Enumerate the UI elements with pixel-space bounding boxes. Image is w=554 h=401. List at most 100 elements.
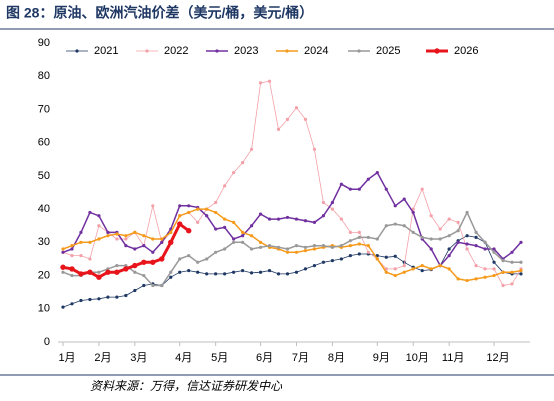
data-point [456,220,460,224]
data-point [438,227,442,231]
data-point [61,270,65,274]
data-point [133,247,137,251]
data-point [384,270,388,274]
data-point [519,240,523,244]
x-tick-label: 2月 [94,352,111,364]
data-point [474,277,478,281]
data-point [285,117,290,122]
data-point [519,268,523,273]
data-point [357,230,361,234]
data-point [357,252,361,256]
data-point [124,234,128,238]
data-point [375,237,379,241]
data-point [357,235,361,239]
data-point [312,147,317,151]
data-point [411,210,415,215]
data-point [510,250,514,254]
data-point [115,237,119,241]
y-tick-label: 50 [38,170,50,182]
data-point [420,187,424,191]
x-tick-label: 3月 [130,352,147,364]
data-point [510,260,514,264]
legend-label: 2026 [454,45,478,57]
data-point [384,187,388,191]
data-point [267,268,272,273]
data-point [232,170,236,175]
data-point [519,272,523,276]
data-point [241,161,245,165]
data-point [241,268,245,273]
data-point [267,79,272,83]
data-point [447,247,451,251]
data-point [249,147,254,151]
data-point [465,278,469,283]
data-point [178,214,182,218]
data-point [501,259,505,263]
data-point [178,257,182,261]
data-point [141,259,147,265]
data-point [285,247,290,251]
legend-marker [75,49,79,53]
data-point [106,230,110,234]
data-point [474,235,478,239]
data-point [69,266,75,272]
data-point [267,217,272,221]
data-point [114,269,120,275]
y-tick-label: 30 [38,236,50,248]
data-point [70,273,74,278]
data-point [79,254,83,258]
legend-marker [434,48,440,54]
data-point [196,207,200,211]
data-point [79,240,83,244]
data-point [214,227,218,231]
data-point [258,240,263,244]
data-point [393,204,397,208]
data-point [465,210,469,215]
data-point [312,263,317,268]
legend-marker [357,49,361,53]
data-point [124,237,128,241]
legend-marker [215,49,219,53]
data-point [96,274,102,280]
data-point [133,230,137,234]
data-point [447,217,451,221]
x-tick-label: 7月 [292,352,309,364]
data-point [321,200,326,205]
data-point [339,182,343,186]
data-point [330,259,334,263]
x-tick-label: 10月 [406,352,429,364]
data-point [160,237,164,241]
data-point [60,264,66,270]
data-point [438,263,442,268]
data-point [106,295,110,299]
data-point [510,282,514,286]
data-point [294,106,299,110]
data-point [214,200,218,205]
data-point [510,270,514,274]
data-point [285,215,290,220]
data-point [474,244,478,248]
data-point [330,245,334,249]
data-point [366,235,370,239]
data-point [178,270,182,274]
data-point [402,263,406,268]
data-point [492,267,496,271]
data-point [339,244,343,248]
data-point [123,266,129,272]
data-point [133,288,137,293]
y-tick-label: 40 [38,203,50,215]
data-point [97,224,101,228]
data-point [348,239,352,243]
data-point [249,247,254,251]
data-point [241,234,245,238]
data-point [384,224,388,228]
data-point [214,250,218,254]
data-point [78,271,84,277]
data-point [429,214,433,218]
data-point [142,234,146,238]
data-point [402,224,406,228]
data-point [393,267,397,271]
data-point [447,234,451,238]
data-point [276,272,281,276]
data-point [70,244,74,248]
